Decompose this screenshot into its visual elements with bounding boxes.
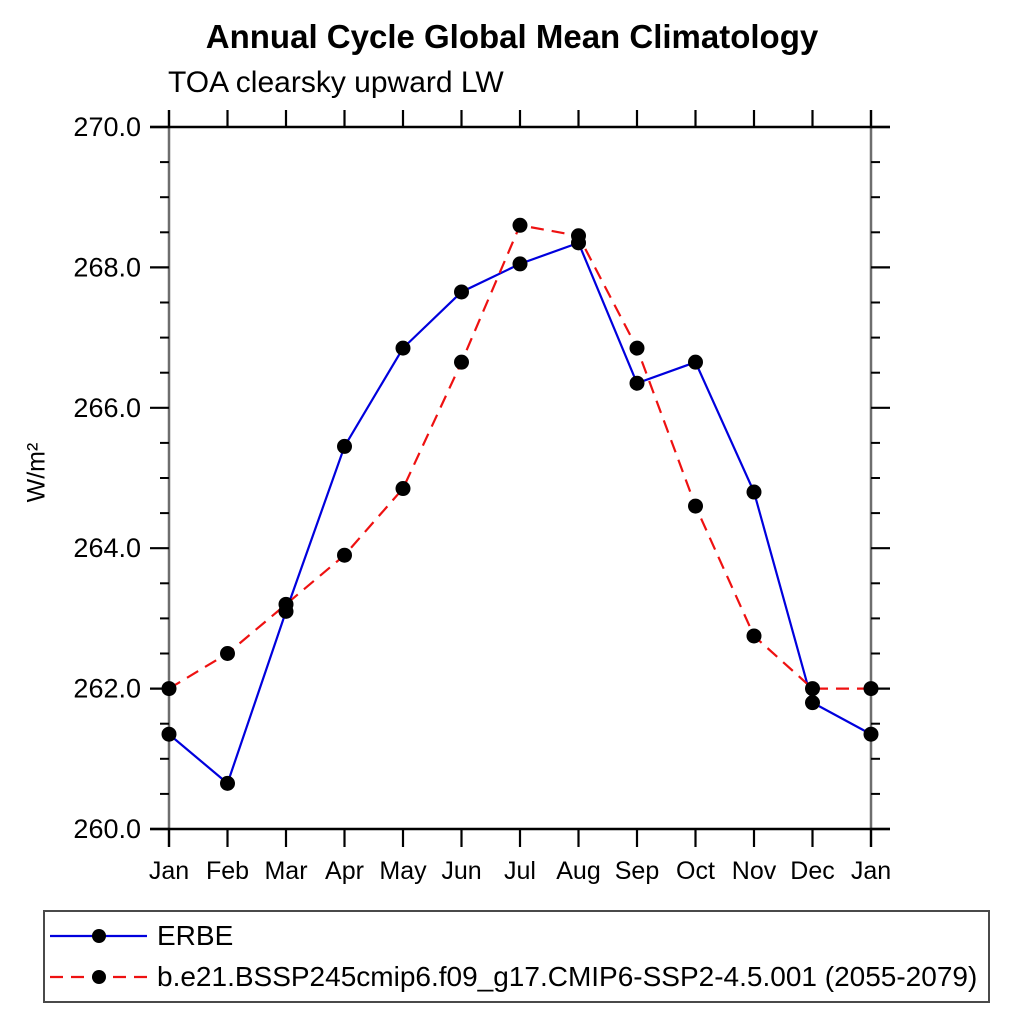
data-point-marker [278, 596, 294, 612]
data-point-marker [454, 284, 469, 300]
series-line-erbe [168, 241, 872, 786]
data-point-marker [161, 726, 177, 742]
x-tick-label: Sep [615, 857, 659, 885]
data-point-marker [512, 256, 528, 272]
y-axis-ticks: 260.0 262.0 264.0 266.0 268.0 270.0 [73, 112, 890, 844]
data-point-marker [805, 681, 820, 697]
data-point-marker [454, 354, 469, 370]
data-point-marker [571, 228, 586, 244]
x-tick-label: Jan [851, 857, 891, 885]
y-tick-label: 260.0 [73, 814, 141, 844]
legend-swatch-model [50, 970, 147, 985]
x-tick-label: Feb [206, 857, 249, 885]
series-markers-erbe [161, 235, 879, 791]
x-tick-label: Dec [790, 857, 834, 885]
x-tick-label: Aug [556, 857, 600, 885]
y-tick-label: 266.0 [73, 393, 141, 423]
data-point-marker [337, 438, 352, 454]
legend-label-erbe: ERBE [157, 919, 234, 951]
data-point-marker [512, 217, 528, 233]
data-point-marker [395, 481, 411, 497]
x-axis-ticks: Jan Feb Mar Apr May Jun Jul Aug Sep Oct Nov Dec Jan [149, 110, 891, 885]
x-tick-label: Oct [676, 857, 715, 885]
x-tick-label: Jul [504, 857, 536, 885]
data-point-marker [220, 646, 235, 661]
data-point-marker [688, 354, 703, 370]
x-tick-label: May [379, 857, 427, 885]
legend-label-model: b.e21.BSSP245cmip6.f09_g17.CMIP6-SSP2-4.… [157, 961, 978, 993]
data-point-marker [746, 484, 762, 500]
x-tick-label: Jan [149, 857, 189, 885]
data-point-marker [395, 340, 411, 356]
chart-subtitle: TOA clearsky upward LW [168, 66, 504, 99]
chart-title: Annual Cycle Global Mean Climatology [205, 18, 819, 55]
x-tick-label: Mar [264, 857, 307, 885]
data-point-marker [805, 695, 820, 711]
data-point-marker [220, 775, 235, 791]
data-point-marker [337, 547, 352, 563]
y-tick-label: 262.0 [73, 674, 141, 704]
data-point-marker [161, 681, 177, 697]
legend-item-model: b.e21.BSSP245cmip6.f09_g17.CMIP6-SSP2-4.… [50, 957, 984, 999]
y-tick-label: 268.0 [73, 252, 141, 282]
x-tick-label: Nov [732, 857, 777, 885]
x-tick-label: Apr [325, 857, 364, 885]
data-point-marker [629, 340, 645, 356]
legend-swatch-erbe [50, 928, 147, 943]
data-point-marker [863, 681, 879, 697]
series-markers-model [161, 217, 879, 697]
legend-item-erbe: ERBE [50, 915, 984, 957]
data-point-marker [688, 498, 703, 514]
x-tick-label: Jun [441, 857, 481, 885]
data-point-marker [629, 375, 645, 391]
data-point-marker [863, 726, 879, 742]
legend: ERBE b.e21.BSSP245cmip6.f09_g17.CMIP6-SS… [43, 910, 990, 1003]
series-line-model [168, 224, 871, 690]
y-tick-label: 264.0 [73, 533, 141, 563]
data-point-marker [746, 628, 762, 644]
y-tick-label: 270.0 [73, 112, 141, 142]
